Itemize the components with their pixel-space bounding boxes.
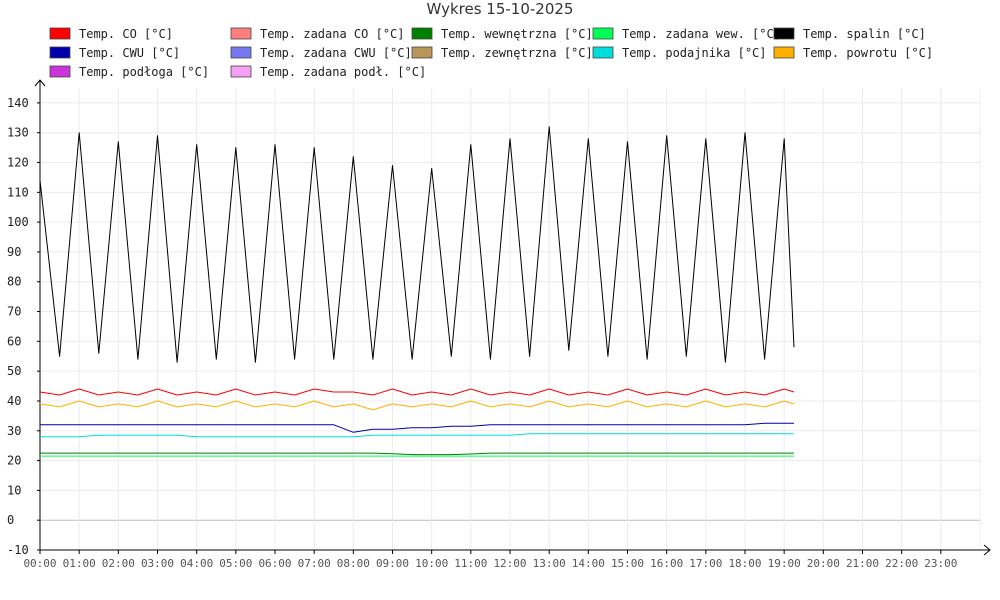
- legend-label: Temp. CO [°C]: [79, 27, 173, 41]
- legend-swatch: [773, 27, 795, 40]
- legend-label: Temp. zadana CWU [°C]: [260, 46, 412, 60]
- series-line: [40, 433, 794, 438]
- y-tick-label: 130: [7, 126, 29, 140]
- x-tick-label: 19:00: [768, 557, 801, 570]
- x-tick-label: 21:00: [846, 557, 879, 570]
- x-tick-label: 07:00: [298, 557, 331, 570]
- y-tick-label: 60: [7, 334, 21, 348]
- y-axis-ticks: -10 0 10 20 30 40 50 60 70 80 90 100 110 120 130 140: [7, 96, 40, 557]
- x-axis-arrow: [983, 544, 991, 556]
- axes: [34, 79, 991, 556]
- y-tick-label: 140: [7, 96, 29, 110]
- legend-swatch: [49, 65, 71, 78]
- x-tick-label: 23:00: [924, 557, 957, 570]
- x-tick-label: 05:00: [219, 557, 252, 570]
- x-tick-label: 03:00: [141, 557, 174, 570]
- series-line: [40, 452, 794, 456]
- y-tick-label: 10: [7, 483, 21, 497]
- x-tick-label: 01:00: [63, 557, 96, 570]
- x-tick-label: 22:00: [885, 557, 918, 570]
- series-line: [40, 422, 794, 433]
- y-tick-label: 120: [7, 156, 29, 170]
- grid: [39, 88, 981, 551]
- x-tick-label: 11:00: [454, 557, 487, 570]
- series-lines: [39, 126, 795, 457]
- y-tick-label: -10: [7, 543, 29, 557]
- y-tick-label: 110: [7, 185, 29, 199]
- legend-swatch: [49, 27, 71, 40]
- y-tick-label: 90: [7, 245, 21, 259]
- legend-label: Temp. zadana CO [°C]: [260, 27, 405, 41]
- y-tick-label: 40: [7, 394, 21, 408]
- x-tick-label: 09:00: [376, 557, 409, 570]
- x-axis-ticks: 00:00 01:00 02:00 03:00 04:00 05:00 06:00 07:00…: [23, 550, 957, 570]
- y-tick-label: 70: [7, 305, 21, 319]
- legend-label: Temp. zadana wew. [°C]: [622, 27, 781, 41]
- legend-swatch: [411, 46, 433, 59]
- x-tick-label: 02:00: [102, 557, 135, 570]
- x-tick-label: 15:00: [611, 557, 644, 570]
- x-tick-label: 20:00: [807, 557, 840, 570]
- series-line: [39, 126, 795, 363]
- x-tick-label: 06:00: [258, 557, 291, 570]
- y-tick-label: 30: [7, 424, 21, 438]
- series-line: [39, 388, 795, 396]
- legend-swatch: [230, 65, 252, 78]
- legend-label: Temp. podłoga [°C]: [79, 65, 209, 79]
- x-tick-label: 08:00: [337, 557, 370, 570]
- x-tick-label: 10:00: [415, 557, 448, 570]
- legend-label: Temp. spalin [°C]: [803, 27, 926, 41]
- legend-label: Temp. podajnika [°C]: [622, 46, 767, 60]
- x-tick-label: 18:00: [728, 557, 761, 570]
- legend-label: Temp. zadana podł. [°C]: [260, 65, 426, 79]
- x-tick-label: 13:00: [533, 557, 566, 570]
- legend-label: Temp. powrotu [°C]: [803, 46, 933, 60]
- y-axis-arrow: [34, 79, 46, 87]
- legend-label: Temp. CWU [°C]: [79, 46, 180, 60]
- legend-label: Temp. zewnętrzna [°C]: [441, 46, 593, 60]
- legend-swatch: [411, 27, 433, 40]
- legend-swatch: [773, 46, 795, 59]
- legend-swatch: [592, 46, 614, 59]
- legend-swatch: [592, 27, 614, 40]
- y-tick-label: 100: [7, 215, 29, 229]
- x-tick-label: 14:00: [572, 557, 605, 570]
- x-tick-label: 12:00: [493, 557, 526, 570]
- series-line: [39, 400, 795, 411]
- y-tick-label: 20: [7, 454, 21, 468]
- legend-swatch: [230, 46, 252, 59]
- y-tick-label: 50: [7, 364, 21, 378]
- x-tick-label: 04:00: [180, 557, 213, 570]
- y-tick-label: 80: [7, 275, 21, 289]
- legend: Temp. CO [°C] Temp. zadana CO [°C] Temp. w…: [49, 27, 933, 79]
- x-tick-label: 17:00: [689, 557, 722, 570]
- y-tick-label: 0: [7, 513, 14, 527]
- x-tick-label: 16:00: [650, 557, 683, 570]
- legend-swatch: [230, 27, 252, 40]
- chart-title: Wykres 15-10-2025: [427, 0, 574, 18]
- legend-label: Temp. wewnętrzna [°C]: [441, 27, 593, 41]
- legend-swatch: [49, 46, 71, 59]
- x-tick-label: 00:00: [23, 557, 56, 570]
